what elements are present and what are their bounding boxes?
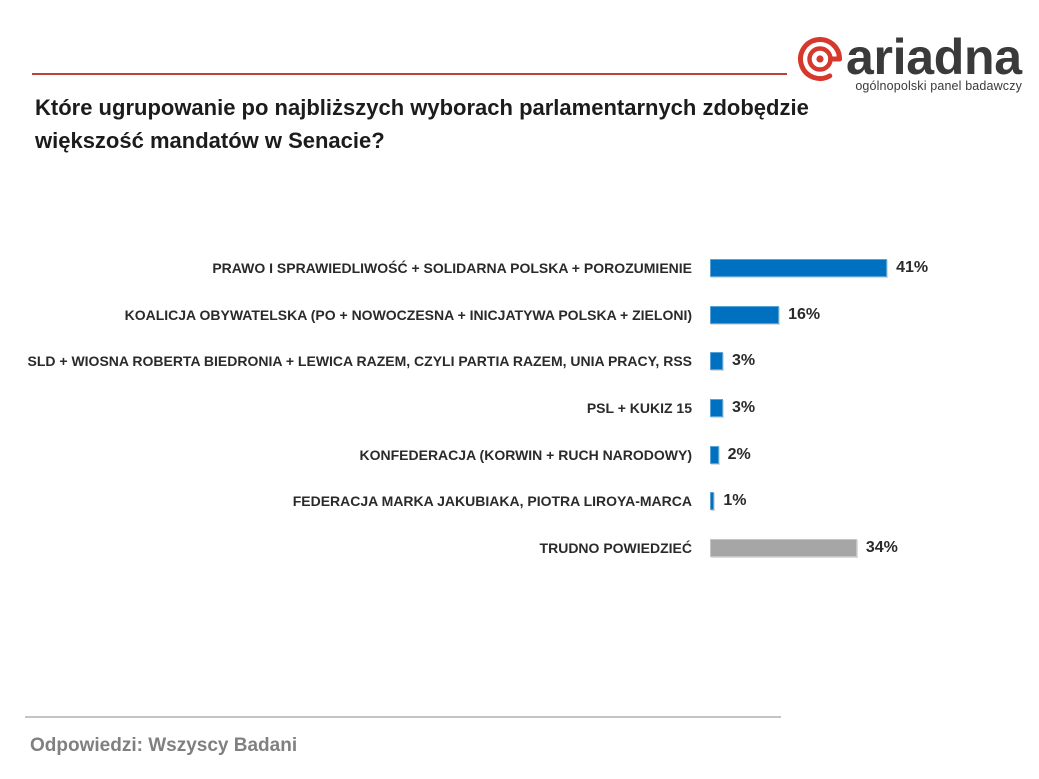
data-label: 16% (788, 305, 821, 323)
data-label: 1% (723, 492, 747, 510)
bar-row: FEDERACJA MARKA JAKUBIAKA, PIOTRA LIROYA… (0, 489, 1039, 513)
category-label: KOALICJA OBYWATELSKA (PO + NOWOCZESNA + … (124, 306, 692, 323)
chart-title: Które ugrupowanie po najbliższych wybora… (35, 95, 809, 153)
bar (710, 305, 780, 324)
bar (710, 445, 719, 464)
bar (710, 352, 723, 371)
bar-row: PRAWO I SPRAWIEDLIWOŚĆ + SOLIDARNA POLSK… (0, 256, 1039, 280)
category-label: PRAWO I SPRAWIEDLIWOŚĆ + SOLIDARNA POLSK… (212, 260, 692, 276)
logo-wordmark: ariadna (846, 29, 1022, 85)
bar-row: KONFEDERACJA (KORWIN + RUCH NARODOWY) 2% (0, 443, 1039, 467)
bar (710, 539, 857, 558)
bar (710, 259, 888, 277)
category-label: FEDERACJA MARKA JAKUBIAKA, PIOTRA LIROYA… (292, 493, 692, 510)
category-label: KONFEDERACJA (KORWIN + RUCH NARODOWY) (359, 446, 693, 463)
category-label: TRUDNO POWIEDZIEĆ (539, 540, 692, 557)
bar-row: KOALICJA OBYWATELSKA (PO + NOWOCZESNA + … (0, 303, 1039, 327)
logo-tagline: ogólnopolski panel badawczy (855, 79, 1022, 93)
data-label: 41% (896, 259, 929, 276)
bar (710, 492, 715, 511)
bar (710, 399, 723, 417)
header-rule (32, 73, 787, 75)
data-label: 2% (727, 445, 751, 463)
spiral-icon (797, 36, 843, 82)
bar-row: PSL + KUKIZ 15 3% (0, 396, 1039, 420)
data-label: 34% (865, 539, 898, 557)
bar-row: TRUDNO POWIEDZIEĆ 34% (0, 536, 1039, 560)
footer-rule (25, 716, 781, 718)
data-label: 3% (731, 399, 756, 416)
footer-note: Odpowiedzi: Wszyscy Badani (30, 735, 298, 756)
bar-row: SLD + WIOSNA ROBERTA BIEDRONIA + LEWICA … (0, 349, 1039, 373)
category-label: PSL + KUKIZ 15 (586, 400, 692, 416)
data-label: 3% (731, 352, 756, 370)
category-label: SLD + WIOSNA ROBERTA BIEDRONIA + LEWICA … (27, 353, 693, 370)
